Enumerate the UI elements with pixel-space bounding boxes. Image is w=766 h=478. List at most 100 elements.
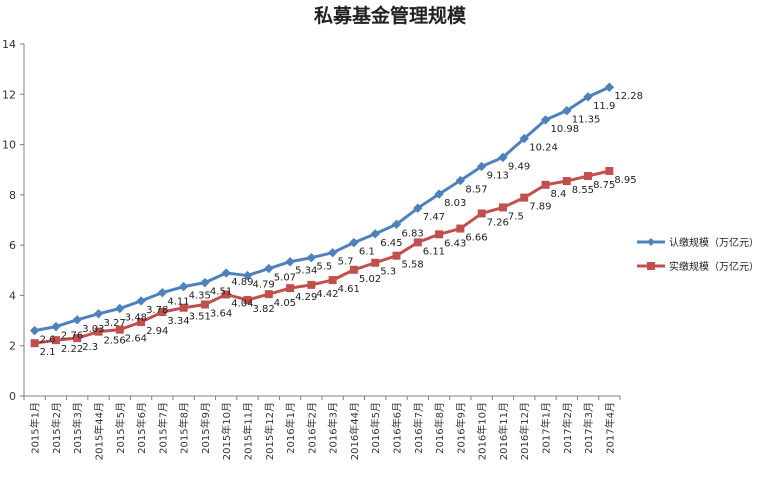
legend-marker-1	[647, 238, 655, 246]
x-tick-label: 2017年2月	[561, 402, 574, 454]
series-2-point	[371, 258, 380, 267]
series-1-point	[306, 253, 317, 263]
x-tick-label: 2016年12月	[518, 402, 531, 460]
series-1-data-label: 7.47	[423, 212, 445, 223]
series-2-data-label: 8.4	[551, 189, 567, 200]
x-tick-label: 2016年3月	[327, 402, 340, 454]
series-2-point	[456, 224, 465, 233]
series-1-point	[498, 152, 508, 163]
series-2-point	[243, 295, 252, 304]
x-tick-label: 2016年7月	[412, 402, 425, 454]
series-1-point	[72, 315, 82, 325]
series-1-data-label: 8.03	[444, 198, 466, 209]
series-2-data-label: 3.34	[167, 316, 189, 327]
y-tick-label: 8	[9, 189, 16, 202]
data-labels: 2.6 2.763.033.27 3.483.784.114.35 4.514.89 4…	[40, 91, 643, 358]
series-1-data-label: 4.89	[231, 277, 253, 288]
x-tick-label: 2016年9月	[454, 402, 467, 454]
series-2-data-label: 4.05	[274, 298, 296, 309]
chart-title: 私募基金管理规模	[314, 4, 467, 27]
x-tick-label: 2017年1月	[540, 402, 553, 454]
series-2-point	[498, 203, 507, 212]
series-1-data-label: 6.1	[359, 247, 375, 258]
series-2-data-label: 4.61	[338, 284, 360, 295]
series-line-1	[34, 85, 610, 333]
series-1-point	[562, 105, 572, 116]
series-1-data-label: 12.28	[614, 91, 643, 102]
series-2-point	[392, 251, 401, 260]
x-tick-label: 2015年5月	[114, 402, 127, 454]
series-2-data-label: 5.58	[402, 260, 424, 271]
series-1-data-label: 4.11	[167, 297, 189, 308]
legend-label-2: 实缴规模（万亿元）	[669, 260, 759, 273]
series-1-point	[434, 189, 444, 199]
series-1-data-label: 5.5	[316, 262, 332, 273]
x-tick-label: 2016年6月	[391, 402, 404, 454]
series-1-data-label: 9.13	[487, 170, 509, 181]
series-1-data-label: 5.7	[338, 257, 354, 268]
x-tick-label: 2015年11月	[242, 402, 255, 460]
series-2-point	[51, 336, 60, 345]
y-tick-label: 2	[9, 340, 16, 353]
series-1-point	[476, 161, 487, 172]
series-1-point	[327, 247, 338, 258]
series-1-data-label: 9.49	[508, 161, 530, 172]
series-1-point	[264, 263, 274, 274]
series-markers	[29, 82, 615, 348]
series-2-data-label: 2.22	[61, 344, 83, 355]
x-tick-label: 2015年2月	[50, 402, 63, 454]
x-tick-label: 2015年7月	[156, 402, 169, 454]
series-2-data-label: 8.55	[572, 185, 594, 196]
series-2-point	[286, 284, 295, 293]
series-2-data-label: 5.3	[380, 267, 396, 278]
series-2-data-label: 4.42	[316, 289, 338, 300]
series-1-data-label: 4.79	[253, 280, 275, 291]
series-1-point	[349, 237, 359, 248]
series-1-point	[604, 82, 615, 92]
series-1-data-label: 4.51	[210, 287, 232, 298]
series-1-data-label: 2.6	[40, 335, 56, 346]
series-1-data-label: 8.57	[465, 185, 487, 196]
series-2-point	[94, 327, 103, 336]
series-1-point	[93, 309, 104, 319]
y-tick-label: 6	[9, 239, 16, 252]
legend: 认缴规模（万亿元） 实缴规模（万亿元）	[637, 236, 759, 273]
series-2-point	[541, 180, 550, 189]
series-1-point	[242, 270, 253, 281]
series-2-data-label: 3.64	[210, 308, 232, 319]
x-tick-label: 2015年44月	[93, 402, 106, 460]
x-tick-label: 2015年6月	[135, 402, 148, 454]
series-2-point	[328, 276, 337, 285]
series-2-point	[477, 209, 486, 218]
series-1-point	[413, 203, 423, 213]
series-1-point	[157, 287, 168, 298]
series-2-data-label: 6.11	[423, 246, 445, 257]
series-2-point	[179, 303, 188, 312]
x-tick-label: 2015年10月	[220, 402, 233, 460]
series-1-data-label: 10.24	[529, 143, 558, 154]
series-2-data-label: 3.51	[189, 312, 211, 323]
series-lines	[34, 85, 610, 345]
series-2-point	[584, 172, 593, 180]
series-1-point	[178, 281, 189, 292]
x-tick-label: 2016年2月	[305, 402, 318, 454]
x-tick-label: 2017年4月	[603, 402, 616, 454]
series-2-data-label: 7.26	[487, 217, 509, 228]
series-1-point	[136, 296, 146, 306]
series-1-data-label: 4.35	[189, 291, 211, 302]
x-tick-label: 2015年1月	[29, 402, 42, 454]
series-line-2	[34, 169, 610, 345]
series-2-data-label: 6.43	[444, 238, 466, 249]
legend-label-1: 认缴规模（万亿元）	[669, 236, 759, 249]
series-1-point	[583, 92, 593, 102]
series-2-point	[435, 230, 444, 239]
series-2-data-label: 2.94	[146, 326, 168, 337]
series-2-point	[307, 280, 316, 289]
series-2-data-label: 8.75	[593, 180, 615, 191]
series-2-point	[158, 308, 167, 317]
series-2-point	[349, 265, 358, 274]
series-2-point	[30, 339, 39, 348]
series-2-point	[562, 177, 571, 186]
series-1-point	[29, 325, 40, 336]
series-2-point	[200, 300, 209, 309]
